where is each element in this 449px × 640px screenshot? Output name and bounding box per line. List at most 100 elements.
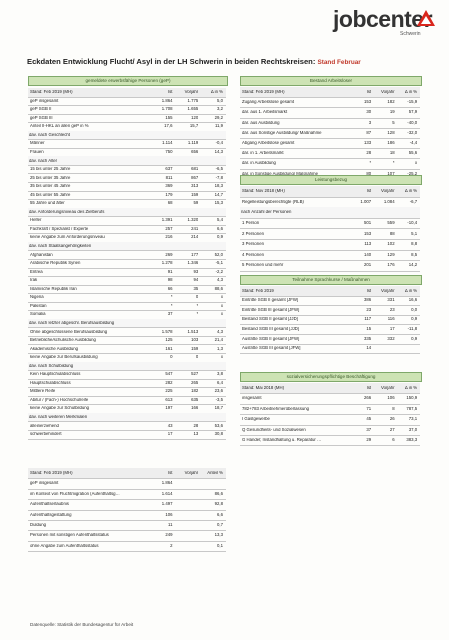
cell-value: 1.578 — [161, 329, 173, 334]
section-title: sozialversicherungspflichtige Beschäftig… — [240, 372, 422, 382]
table-row — [240, 138, 420, 150]
title-text: Eckdaten Entwicklung Flucht/ Asyl in der… — [27, 57, 316, 66]
cell-value: 0,7 — [217, 523, 223, 528]
cell-value: 6,6 — [217, 512, 223, 517]
cell-value: 52,0 — [214, 252, 223, 257]
cell-value: 787,5 — [406, 406, 418, 411]
cell-value: 1.655 — [187, 107, 199, 112]
row-label: Kein Hauptschulabschluss — [30, 372, 81, 377]
cell-value: 57,9 — [408, 110, 418, 115]
cell-value: 18 — [389, 151, 395, 156]
cell-value: Vorjahr — [184, 471, 199, 476]
cell-value: 4,3 — [217, 278, 223, 283]
logo-name: jobcenter — [333, 6, 433, 32]
cell-value: Δ in % — [404, 89, 418, 94]
cell-value: x — [220, 355, 223, 360]
cell-value: 4,3 — [217, 329, 223, 334]
cell-value: 750 — [165, 149, 173, 154]
row-label: Regelleistungsberechtigte (RLB) — [242, 199, 304, 204]
table-row — [240, 250, 420, 262]
table-row — [28, 268, 226, 278]
row-label: Frauen — [30, 149, 44, 154]
row-label: Aufenthaltsgestattung — [30, 512, 72, 517]
cell-value: 116 — [387, 317, 395, 322]
cell-value: 86,6 — [214, 491, 223, 496]
cell-value: 29 — [366, 438, 372, 443]
table-row — [240, 87, 420, 99]
table-row — [28, 421, 226, 431]
cell-value: Ist — [167, 90, 173, 95]
cell-value: 153 — [364, 231, 372, 236]
table-row — [28, 114, 226, 124]
table-row — [240, 393, 420, 405]
table-row — [28, 97, 226, 107]
cell-value: Ist — [366, 386, 372, 391]
cell-value: 3 — [368, 120, 372, 125]
cell-value: 8,8 — [411, 242, 418, 247]
cell-value: 0,9 — [411, 336, 418, 341]
row-label: alleinerziehend — [30, 423, 59, 428]
cell-value: 0,0 — [411, 307, 418, 312]
cell-value: 107 — [387, 171, 395, 176]
table-row — [28, 165, 226, 175]
cell-value: 88 — [389, 231, 395, 236]
row-label: keine Angabe zur Berufsausbildung — [30, 355, 98, 360]
table-row — [28, 302, 226, 312]
cell-value: 6,4 — [217, 380, 223, 385]
cell-value: 37 — [167, 312, 173, 317]
cell-value: 133 — [364, 140, 372, 145]
cell-value: 1.497 — [161, 502, 173, 507]
cell-value: x — [220, 312, 223, 317]
row-label: I Gastgewerbe — [242, 417, 270, 422]
cell-value: 14,3 — [214, 149, 223, 154]
table-row — [240, 228, 420, 240]
table-row — [28, 293, 226, 303]
cell-value: 182 — [387, 100, 395, 105]
cell-value: 18,3 — [214, 184, 223, 189]
table-row — [28, 361, 226, 372]
cell-value: 37,0 — [408, 427, 418, 432]
row-label: dav. Anforderungsniveau des Zielberufs — [29, 209, 105, 214]
cell-value: Vorjahr — [380, 386, 395, 391]
row-label: G Handel; Instandhaltung u. Reparatur vo… — [242, 438, 322, 443]
cell-value: -6,5 — [215, 167, 223, 172]
table-row — [28, 225, 226, 235]
table-row — [240, 315, 420, 326]
table-row — [240, 435, 420, 447]
cell-value: 91 — [167, 269, 173, 274]
table-row — [28, 327, 226, 337]
cell-value: -7,8 — [215, 175, 223, 180]
table-row — [28, 345, 226, 355]
cell-value: 13 — [193, 432, 199, 437]
cell-value: 0,1 — [217, 543, 223, 548]
cell-value: 867 — [191, 175, 199, 180]
cell-value: -15,9 — [407, 100, 418, 105]
cell-value: 0 — [195, 355, 199, 360]
row-label: Stand: Feb 2019 (MH) — [242, 89, 285, 94]
row-label: Stand: Feb 2019 (MH) — [30, 90, 73, 95]
cell-value: 106 — [165, 512, 173, 517]
cell-value: 613 — [165, 397, 173, 402]
cell-value: 282 — [165, 380, 173, 385]
row-label: dar. aus 1. Arbeitsmarkt — [242, 110, 288, 115]
cell-value: 5,0 — [217, 98, 223, 103]
row-label: Männer — [30, 141, 45, 146]
cell-value: Ist — [167, 471, 173, 476]
row-label: dav. nach Alter — [29, 158, 58, 163]
row-label: Eintritte SGB III gesamt [JFW] — [242, 307, 300, 312]
footer: Datenquelle: Statistik der Bundesagentur… — [30, 622, 134, 627]
cell-value: Δ in % — [404, 189, 418, 194]
table-row — [28, 370, 226, 380]
table-row — [240, 128, 420, 139]
row-label: 2 Personen — [242, 231, 264, 236]
cell-value: 3,2 — [217, 107, 223, 112]
table-row — [28, 216, 226, 226]
cell-value: 6 — [392, 438, 395, 443]
table-row — [28, 191, 226, 201]
cell-value: * — [170, 295, 173, 300]
table-row — [28, 139, 226, 149]
row-label: 1 Person — [242, 220, 260, 225]
cell-value: 129 — [387, 252, 395, 257]
cell-value: 18,7 — [214, 406, 223, 411]
table-row — [28, 379, 226, 389]
